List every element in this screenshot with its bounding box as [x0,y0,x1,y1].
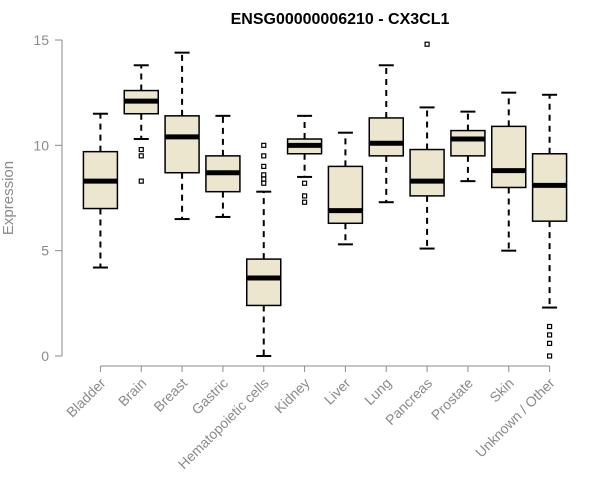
outlier-point [301,199,308,205]
x-tick-label: Brain [115,375,149,409]
x-tick-label: Prostate [428,375,476,423]
box-group [286,114,323,205]
x-tick-label: Skin [486,375,517,406]
x-tick-label: Bladder [63,375,109,421]
box-group [82,112,119,269]
y-axis: 0 5 10 15 [33,32,63,364]
outlier-point [546,323,553,330]
box-group [205,114,241,218]
box-group [164,51,200,221]
box-group [368,64,404,204]
y-tick-label: 5 [41,243,49,259]
outlier-point [301,193,308,199]
outlier-point [261,142,267,148]
outlier-point [261,176,267,182]
box-group [327,131,364,246]
iqr-box [164,115,200,174]
box-group [450,110,486,183]
outlier-point [546,332,553,338]
box-series [82,41,568,359]
x-tick-label: Lung [361,375,394,408]
iqr-box [368,117,404,157]
outlier-point [138,153,144,159]
outlier-point [138,146,144,153]
box-group [491,91,527,252]
chart-title: ENSG00000006210 - CX3CL1 [231,11,450,28]
iqr-box [450,129,486,157]
y-axis-label: Expression [0,161,17,235]
outlier-point [261,180,267,186]
x-tick-label: Breast [150,375,190,415]
outlier-point [546,353,553,359]
y-tick-label: 10 [33,137,49,153]
iqr-box [409,148,445,197]
iqr-box [327,165,364,225]
x-tick-label: Kidney [271,375,313,417]
y-tick-label: 0 [41,348,49,364]
outlier-point [261,172,267,178]
outlier-point [261,153,267,159]
box-group [409,41,445,250]
box-group [123,64,159,184]
box-group [531,93,568,359]
outlier-point [546,340,553,346]
y-tick-label: 15 [33,32,49,48]
x-tick-label: Liver [321,375,354,408]
box-group [246,142,282,357]
iqr-box [246,258,282,307]
outlier-point [138,178,144,184]
outlier-point [261,163,267,169]
outlier-point [424,41,430,47]
iqr-box [491,125,527,189]
outlier-point [301,180,308,186]
